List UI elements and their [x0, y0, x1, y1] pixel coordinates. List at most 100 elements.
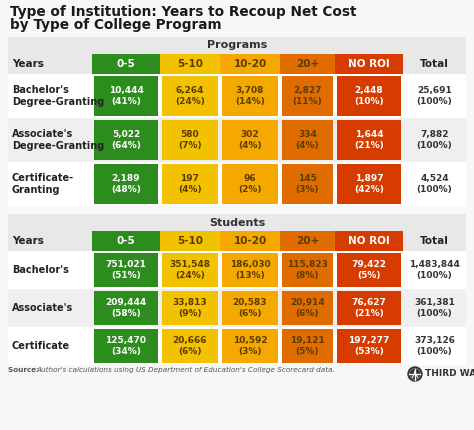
Text: 96
(2%): 96 (2%) [238, 174, 262, 194]
Text: Source:: Source: [8, 367, 42, 373]
Text: THIRD WAY: THIRD WAY [425, 369, 474, 378]
Bar [222, 253, 278, 287]
Bar [162, 76, 218, 116]
Bar [8, 37, 466, 54]
Bar [162, 329, 218, 363]
Text: 10-20: 10-20 [233, 236, 266, 246]
Circle shape [408, 367, 422, 381]
Bar [282, 329, 333, 363]
Text: Certificate-
Granting: Certificate- Granting [12, 172, 74, 195]
Text: Type of Institution: Years to Recoup Net Cost: Type of Institution: Years to Recoup Net… [10, 5, 356, 19]
Bar [94, 120, 158, 160]
Bar [8, 231, 92, 251]
Text: NO ROI: NO ROI [348, 236, 390, 246]
Text: Years: Years [12, 236, 44, 246]
Text: 0-5: 0-5 [117, 236, 136, 246]
Text: 2,189
(48%): 2,189 (48%) [111, 174, 141, 194]
Bar [337, 120, 401, 160]
Bar [8, 327, 466, 365]
Text: 351,548
(24%): 351,548 (24%) [170, 260, 210, 280]
Text: 10,444
(41%): 10,444 (41%) [109, 86, 144, 106]
Bar [282, 164, 333, 204]
Text: 5-10: 5-10 [177, 59, 203, 69]
Text: 33,813
(9%): 33,813 (9%) [173, 298, 207, 318]
Text: 76,627
(21%): 76,627 (21%) [352, 298, 386, 318]
Text: 1,644
(21%): 1,644 (21%) [354, 130, 384, 150]
Bar [8, 74, 466, 118]
Text: by Type of College Program: by Type of College Program [10, 18, 222, 32]
Text: 751,021
(51%): 751,021 (51%) [106, 260, 146, 280]
Text: 20,914
(6%): 20,914 (6%) [290, 298, 325, 318]
Bar [282, 291, 333, 325]
Text: 19,121
(5%): 19,121 (5%) [290, 336, 325, 356]
Bar [162, 291, 218, 325]
Text: Author's calculations using US Department of Education's College Scorecard data.: Author's calculations using US Departmen… [36, 367, 335, 373]
Bar [222, 120, 278, 160]
Text: Certificate: Certificate [12, 341, 70, 351]
Text: 2,448
(10%): 2,448 (10%) [354, 86, 384, 106]
Bar [160, 231, 220, 251]
Bar [94, 253, 158, 287]
Bar [335, 54, 403, 74]
Bar [220, 54, 280, 74]
Bar [337, 164, 401, 204]
Text: 20+: 20+ [296, 236, 319, 246]
Bar [162, 120, 218, 160]
Text: 197
(4%): 197 (4%) [178, 174, 202, 194]
Text: 580
(7%): 580 (7%) [178, 130, 202, 150]
Bar [8, 289, 466, 327]
Bar [160, 54, 220, 74]
Bar [220, 231, 280, 251]
Bar [222, 76, 278, 116]
Text: 3,708
(14%): 3,708 (14%) [235, 86, 265, 106]
Text: Students: Students [209, 218, 265, 227]
Bar [280, 54, 335, 74]
Text: 5-10: 5-10 [177, 236, 203, 246]
Text: 10,592
(3%): 10,592 (3%) [233, 336, 267, 356]
Bar [94, 76, 158, 116]
Bar [94, 329, 158, 363]
Text: 1,483,844
(100%): 1,483,844 (100%) [409, 260, 460, 280]
Text: 209,444
(58%): 209,444 (58%) [105, 298, 146, 318]
Bar [162, 164, 218, 204]
Bar [8, 118, 466, 162]
Text: Bachelor's: Bachelor's [12, 265, 69, 275]
Text: 0-5: 0-5 [117, 59, 136, 69]
Bar [8, 162, 466, 206]
Text: Total: Total [420, 59, 449, 69]
Bar [222, 164, 278, 204]
Text: 145
(3%): 145 (3%) [296, 174, 319, 194]
Text: Associate's
Degree-Granting: Associate's Degree-Granting [12, 129, 104, 151]
Text: 5,022
(64%): 5,022 (64%) [111, 130, 141, 150]
Bar [335, 231, 403, 251]
Bar [337, 253, 401, 287]
Bar [282, 76, 333, 116]
Text: 6,264
(24%): 6,264 (24%) [175, 86, 205, 106]
Bar [282, 120, 333, 160]
Text: 20+: 20+ [296, 59, 319, 69]
Bar [337, 329, 401, 363]
Bar [8, 214, 466, 231]
Text: 125,470
(34%): 125,470 (34%) [106, 336, 146, 356]
Text: 334
(4%): 334 (4%) [296, 130, 319, 150]
Bar [162, 253, 218, 287]
Text: Bachelor's
Degree-Granting: Bachelor's Degree-Granting [12, 85, 104, 108]
Text: 115,823
(8%): 115,823 (8%) [287, 260, 328, 280]
Text: 79,422
(5%): 79,422 (5%) [352, 260, 386, 280]
Bar [94, 164, 158, 204]
Text: 197,277
(53%): 197,277 (53%) [348, 336, 390, 356]
Text: 10-20: 10-20 [233, 59, 266, 69]
Text: 302
(4%): 302 (4%) [238, 130, 262, 150]
Bar [8, 54, 92, 74]
Text: 20,666
(6%): 20,666 (6%) [173, 336, 207, 356]
Text: 2,827
(11%): 2,827 (11%) [292, 86, 322, 106]
Text: Associate's: Associate's [12, 303, 73, 313]
Bar [337, 291, 401, 325]
Bar [222, 329, 278, 363]
Text: NO ROI: NO ROI [348, 59, 390, 69]
Bar [337, 76, 401, 116]
Bar [280, 231, 335, 251]
Text: Programs: Programs [207, 40, 267, 50]
Text: 7,882
(100%): 7,882 (100%) [417, 130, 452, 150]
Text: 4,524
(100%): 4,524 (100%) [417, 174, 452, 194]
